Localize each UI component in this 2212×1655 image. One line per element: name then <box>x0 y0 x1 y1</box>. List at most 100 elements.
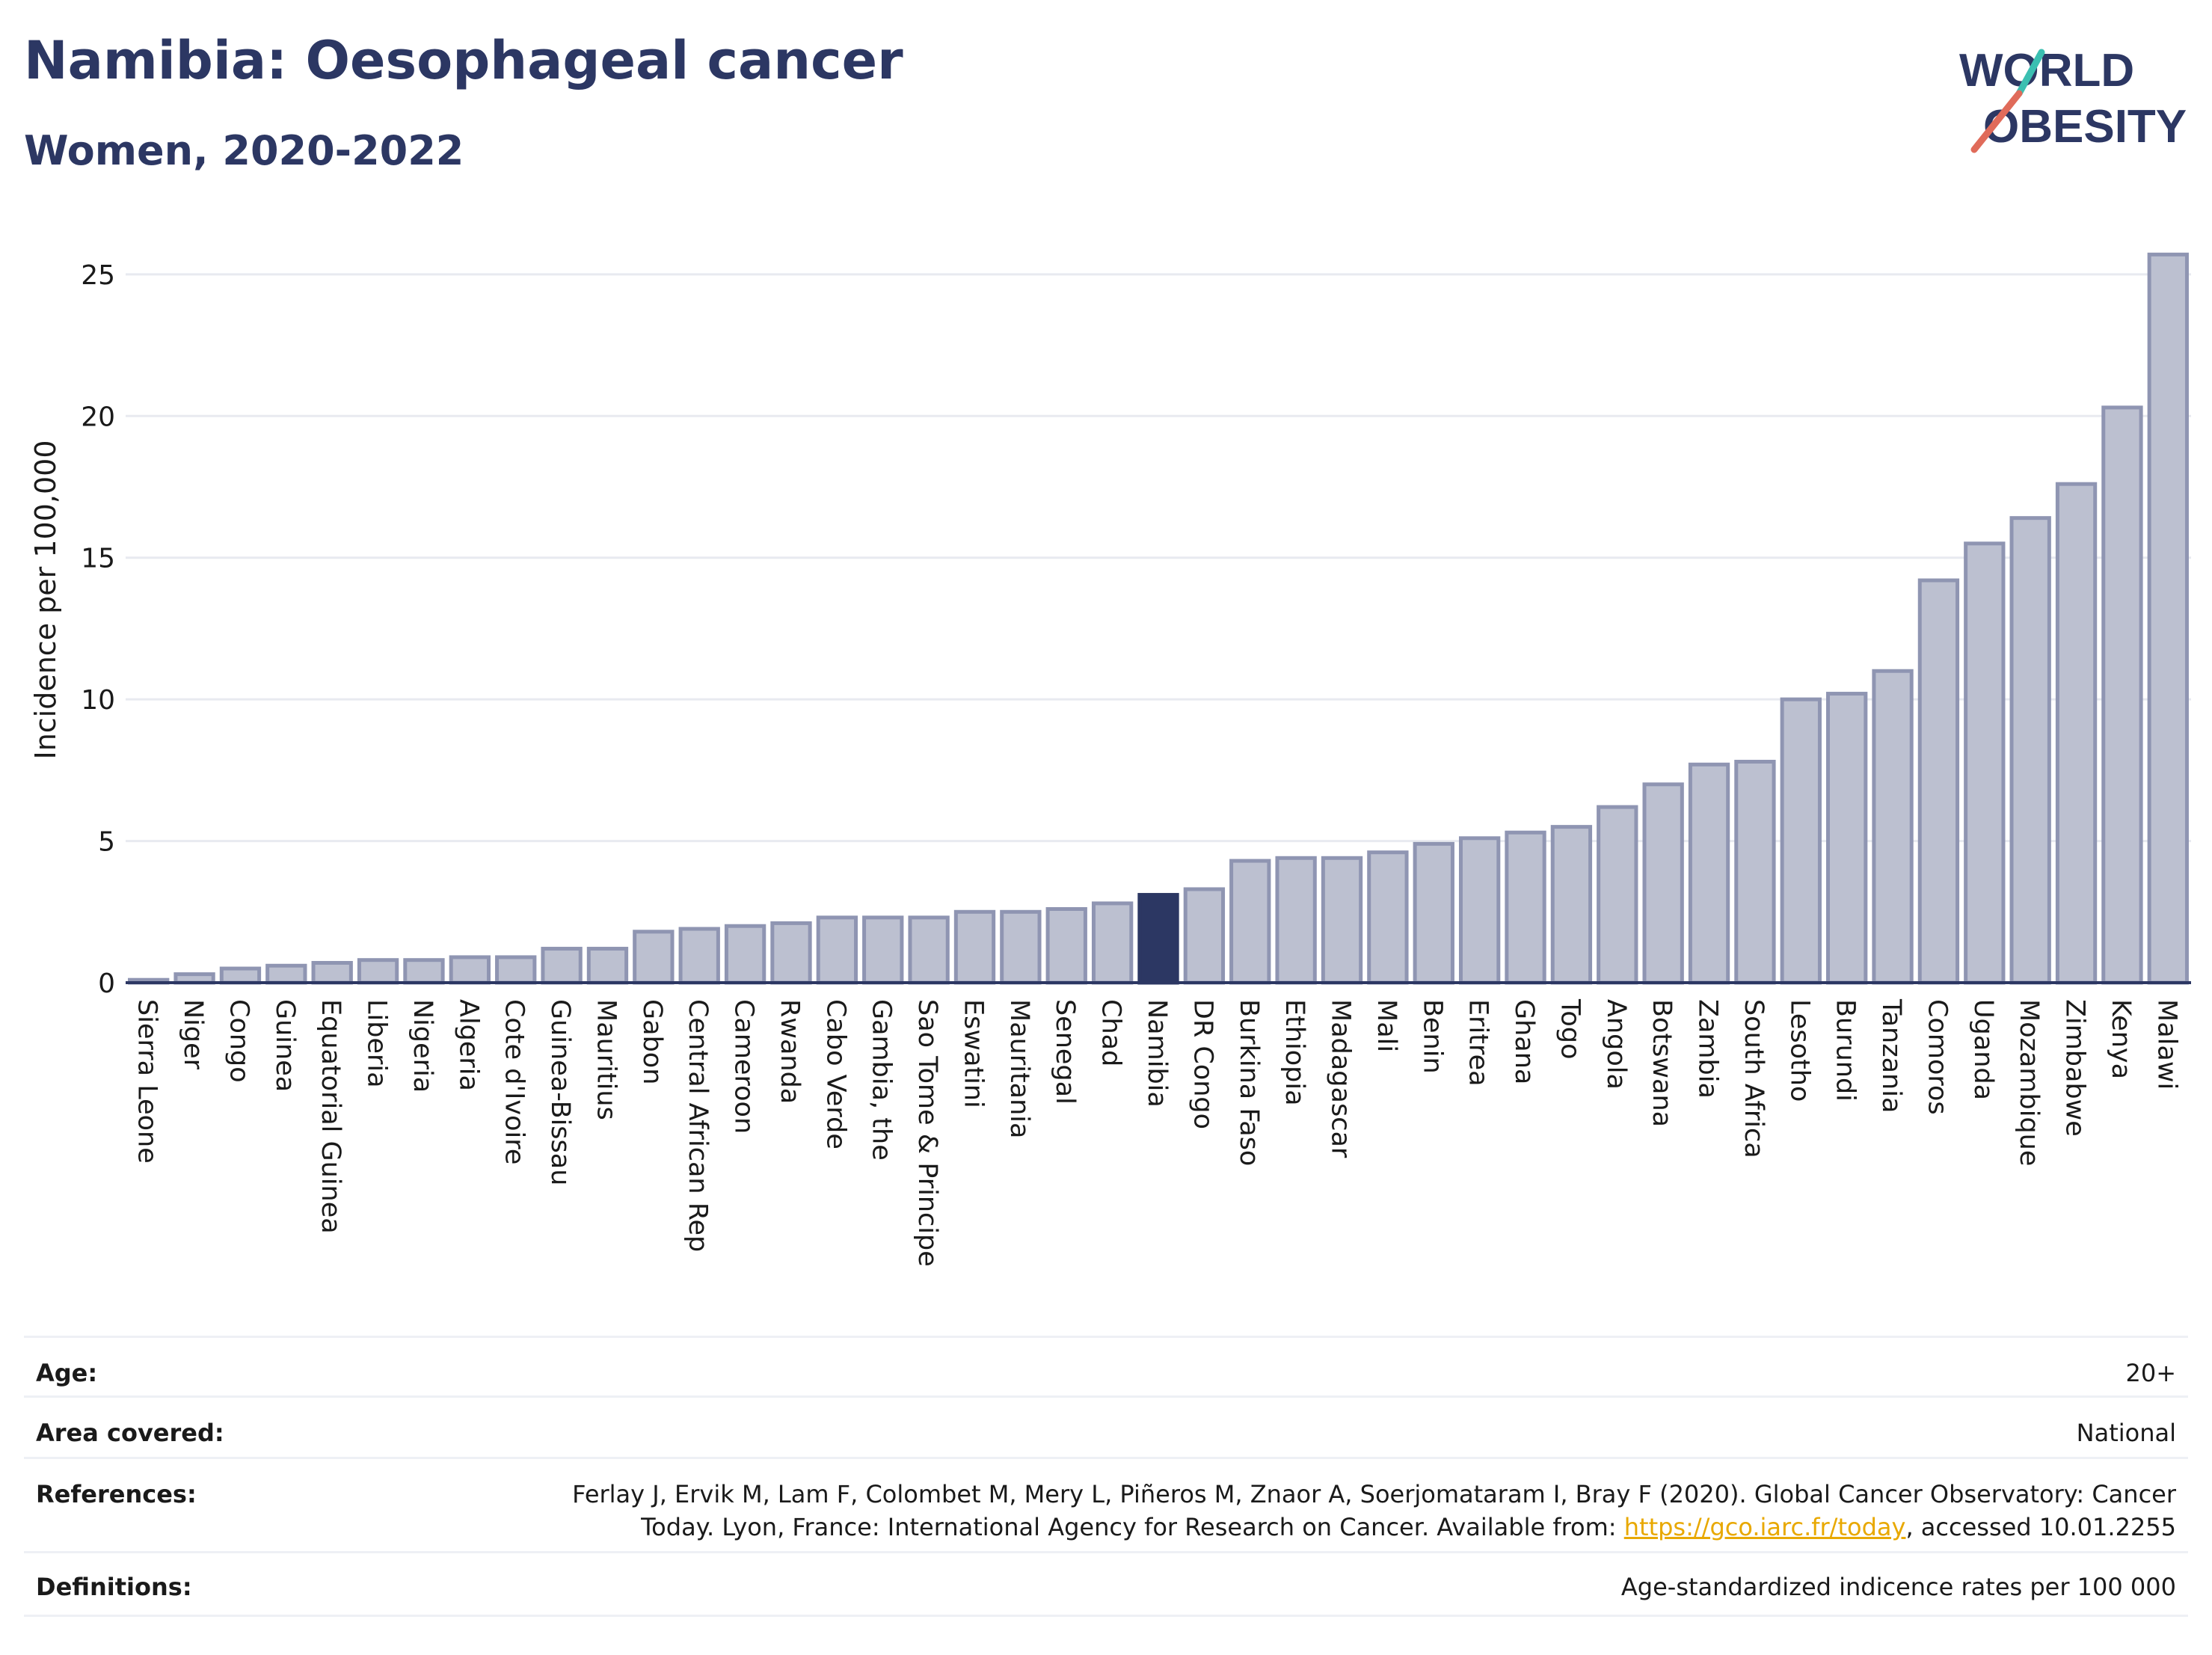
bar-congo <box>219 966 262 985</box>
logo-slash-red <box>1970 90 2023 153</box>
bar-botswana <box>1642 782 1684 985</box>
bar-south-africa <box>1734 759 1776 985</box>
x-tick-label: Togo <box>1555 998 1585 1059</box>
bar-chart: 0 5 10 15 20 25 Sierra Leone Niger Congo Guinea E… <box>29 252 2191 1267</box>
logo-line1: WORLD <box>1959 45 2134 96</box>
bar-comoros <box>1917 578 1960 985</box>
bar-liberia <box>357 958 399 985</box>
bar-cameroon <box>724 924 766 985</box>
x-tick-label: Burundi <box>1831 999 1861 1102</box>
y-tick-label: 20 <box>81 402 115 432</box>
x-tick-label: Kenya <box>2106 999 2136 1079</box>
x-tick-label: DR Congo <box>1188 999 1217 1129</box>
x-tick-label: Eritrea <box>1463 999 1493 1087</box>
bar-mali <box>1367 850 1409 985</box>
x-tick-label: Sierra Leone <box>132 999 162 1164</box>
meta-row-area: Area covered: National <box>24 1395 2188 1459</box>
bar-tanzania <box>1872 669 1914 985</box>
references-label: References: <box>36 1480 197 1508</box>
y-axis-label: Incidence per 100,000 <box>29 440 62 759</box>
bar-gabon <box>633 930 675 985</box>
bar-eritrea <box>1458 836 1501 985</box>
bar-mauritius <box>586 947 629 985</box>
x-tick-label: Liberia <box>362 999 392 1088</box>
x-tick-label: Niger <box>178 999 208 1070</box>
bar-senegal <box>1045 906 1087 985</box>
x-tick-label: Gabon <box>637 999 667 1084</box>
bar-nigeria <box>403 958 445 985</box>
bar-benin <box>1413 841 1454 985</box>
bar-ghana <box>1505 830 1546 985</box>
bar-gambia-the <box>862 915 904 985</box>
x-tick-label: Guinea <box>270 999 300 1092</box>
bar-central-african-rep <box>678 927 720 985</box>
bar-malawi <box>2147 252 2189 985</box>
chart-title: Namibia: Oesophageal cancer <box>24 30 903 91</box>
chart-bars <box>128 252 2189 985</box>
x-tick-label: Mozambique <box>2014 999 2044 1166</box>
bar-rwanda <box>770 921 812 985</box>
chart-subtitle: Women, 2020-2022 <box>24 127 464 174</box>
y-tick-label: 10 <box>81 685 115 716</box>
x-tick-label: Benin <box>1417 999 1447 1074</box>
bar-zambia <box>1688 762 1730 985</box>
y-tick-label: 0 <box>98 968 115 999</box>
definitions-label: Definitions: <box>36 1573 192 1601</box>
references-line2: Today. Lyon, France: International Agenc… <box>641 1513 2176 1541</box>
x-tick-label: Tanzania <box>1876 998 1906 1113</box>
x-tick-label: Eswatini <box>958 999 988 1108</box>
bar-ethiopia <box>1275 856 1317 985</box>
x-tick-label: Madagascar <box>1326 999 1356 1158</box>
x-tick-label: Namibia <box>1142 999 1172 1108</box>
logo-slash-teal <box>2015 49 2045 97</box>
bar-uganda <box>1964 541 2006 985</box>
x-tick-label: Angola <box>1601 999 1631 1090</box>
bar-togo <box>1550 825 1593 985</box>
bar-equatorial-guinea <box>311 960 353 985</box>
x-tick-label: Ethiopia <box>1279 999 1309 1106</box>
x-tick-label: Nigeria <box>408 999 437 1093</box>
y-axis-ticks: 0 5 10 15 20 25 <box>81 260 115 999</box>
bar-kenya <box>2101 405 2143 985</box>
bar-sao-tome-principe <box>908 915 950 985</box>
references-line2-post: , accessed 10.01.2255 <box>1905 1513 2176 1541</box>
bar-burkina-faso <box>1229 859 1271 985</box>
y-tick-label: 25 <box>81 260 115 291</box>
x-tick-label: Gambia, the <box>867 999 897 1161</box>
x-tick-label: Ghana <box>1509 999 1539 1084</box>
x-tick-label: Lesotho <box>1784 999 1814 1102</box>
bar-eswatini <box>953 909 996 985</box>
x-tick-label: Zambia <box>1693 999 1723 1099</box>
bar-algeria <box>449 955 491 985</box>
bar-angola <box>1597 805 1638 985</box>
x-tick-label: Central African Rep <box>683 999 713 1252</box>
meta-row-references: References: Ferlay J, Ervik M, Lam F, Co… <box>24 1457 2188 1553</box>
x-tick-label: Mali <box>1371 999 1401 1052</box>
x-tick-label: Senegal <box>1050 999 1080 1105</box>
x-tick-label: Rwanda <box>775 999 805 1104</box>
bar-guinea-bissau <box>541 947 583 985</box>
meta-row-age: Age: 20+ <box>24 1336 2188 1398</box>
references-link[interactable]: https://gco.iarc.fr/today <box>1623 1513 1906 1541</box>
metadata-table: Age: 20+ Area covered: National Referenc… <box>24 1336 2188 1627</box>
bar-zimbabwe <box>2055 482 2098 985</box>
x-tick-label: Equatorial Guinea <box>316 999 345 1234</box>
bar-madagascar <box>1321 856 1363 985</box>
x-tick-label: Mauritius <box>591 999 621 1120</box>
age-label: Age: <box>36 1359 98 1387</box>
bar-chad <box>1091 901 1134 985</box>
x-tick-label: Malawi <box>2151 999 2181 1090</box>
x-tick-label: Congo <box>224 999 254 1083</box>
bar-burundi <box>1826 692 1868 985</box>
bar-cabo-verde <box>816 915 858 985</box>
references-line2-pre: Today. Lyon, France: International Agenc… <box>641 1513 1624 1541</box>
definitions-value: Age-standardized indicence rates per 100… <box>1620 1573 2176 1601</box>
x-tick-label: Chad <box>1096 999 1126 1066</box>
y-tick-label: 15 <box>81 544 115 574</box>
meta-row-definitions: Definitions: Age-standardized indicence … <box>24 1551 2188 1617</box>
x-tick-label: Mauritania <box>1004 999 1034 1138</box>
world-obesity-logo: WORLD OBESITY <box>1959 45 2187 153</box>
bar-cote-d-ivoire <box>495 955 537 985</box>
bar-mauritania <box>1000 909 1042 985</box>
x-tick-label: Uganda <box>1968 999 1998 1100</box>
